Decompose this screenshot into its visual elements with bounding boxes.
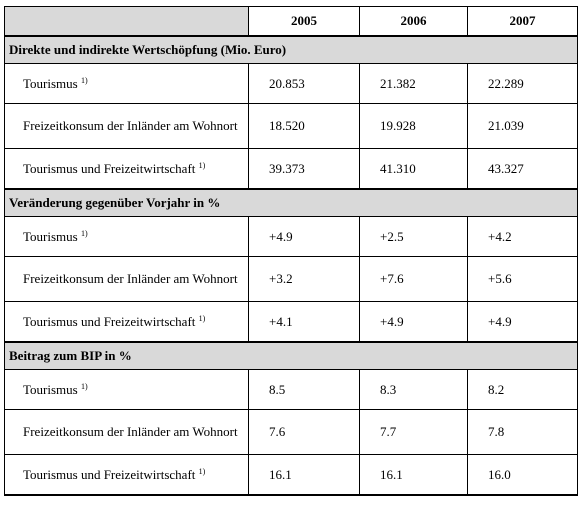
row-label: Tourismus und Freizeitwirtschaft 1) [4, 148, 249, 190]
table-cell: +2.5 [359, 216, 468, 257]
table-cell: 16.1 [359, 454, 468, 496]
wertschoepfung-table: 2005 2006 2007 Direkte und indirekte Wer… [4, 6, 578, 496]
table-row: Tourismus 1) +4.9 +2.5 +4.2 [4, 216, 578, 257]
table-cell: +5.6 [467, 256, 578, 302]
table-cell: 8.5 [248, 369, 360, 410]
table-cell: +4.1 [248, 301, 360, 343]
table-cell: 8.2 [467, 369, 578, 410]
table-cell: +4.9 [467, 301, 578, 343]
table-cell: 16.0 [467, 454, 578, 496]
footnote-marker: 1) [198, 466, 206, 476]
table-cell: 41.310 [359, 148, 468, 190]
table-cell: 16.1 [248, 454, 360, 496]
table-cell: 20.853 [248, 63, 360, 104]
table-cell: 8.3 [359, 369, 468, 410]
table-row: Freizeitkonsum der Inländer am Wohnort 1… [4, 103, 578, 149]
table-cell: 39.373 [248, 148, 360, 190]
footnote-marker: 1) [80, 75, 88, 85]
table-row: Tourismus und Freizeitwirtschaft 1) 16.1… [4, 454, 578, 496]
table-header-row: 2005 2006 2007 [4, 6, 578, 37]
table-cell: 7.7 [359, 409, 468, 455]
row-label: Tourismus 1) [4, 216, 249, 257]
row-label: Tourismus 1) [4, 63, 249, 104]
row-label: Freizeitkonsum der Inländer am Wohnort [4, 103, 249, 149]
table-cell: 19.928 [359, 103, 468, 149]
table-cell: 18.520 [248, 103, 360, 149]
row-label: Tourismus und Freizeitwirtschaft 1) [4, 454, 249, 496]
footnote-marker: 1) [80, 381, 88, 391]
table-cell: +4.9 [359, 301, 468, 343]
section-header-row: Beitrag zum BIP in % [4, 341, 578, 370]
table-row: Freizeitkonsum der Inländer am Wohnort 7… [4, 409, 578, 455]
section-header-row: Veränderung gegenüber Vorjahr in % [4, 188, 578, 217]
footnote-marker: 1) [198, 160, 206, 170]
table-cell: 7.8 [467, 409, 578, 455]
section-title: Beitrag zum BIP in % [4, 341, 578, 370]
table-row: Tourismus 1) 8.5 8.3 8.2 [4, 369, 578, 410]
table-cell: 43.327 [467, 148, 578, 190]
column-header-year: 2006 [359, 6, 468, 37]
table-cell: 21.382 [359, 63, 468, 104]
table-row: Tourismus und Freizeitwirtschaft 1) 39.3… [4, 148, 578, 190]
section-title: Veränderung gegenüber Vorjahr in % [4, 188, 578, 217]
row-label: Freizeitkonsum der Inländer am Wohnort [4, 409, 249, 455]
data-table-container: 2005 2006 2007 Direkte und indirekte Wer… [4, 6, 578, 496]
table-row: Tourismus 1) 20.853 21.382 22.289 [4, 63, 578, 104]
table-row: Freizeitkonsum der Inländer am Wohnort +… [4, 256, 578, 302]
table-cell: 21.039 [467, 103, 578, 149]
footnote-marker: 1) [80, 228, 88, 238]
row-label: Tourismus und Freizeitwirtschaft 1) [4, 301, 249, 343]
table-cell: +4.2 [467, 216, 578, 257]
column-header-year: 2005 [248, 6, 360, 37]
row-label: Tourismus 1) [4, 369, 249, 410]
table-cell: +3.2 [248, 256, 360, 302]
header-corner-cell [4, 6, 249, 37]
section-header-row: Direkte und indirekte Wertschöpfung (Mio… [4, 35, 578, 64]
row-label: Freizeitkonsum der Inländer am Wohnort [4, 256, 249, 302]
table-cell: +7.6 [359, 256, 468, 302]
table-cell: 22.289 [467, 63, 578, 104]
table-row: Tourismus und Freizeitwirtschaft 1) +4.1… [4, 301, 578, 343]
table-cell: 7.6 [248, 409, 360, 455]
table-cell: +4.9 [248, 216, 360, 257]
column-header-year: 2007 [467, 6, 578, 37]
footnote-marker: 1) [198, 313, 206, 323]
section-title: Direkte und indirekte Wertschöpfung (Mio… [4, 35, 578, 64]
